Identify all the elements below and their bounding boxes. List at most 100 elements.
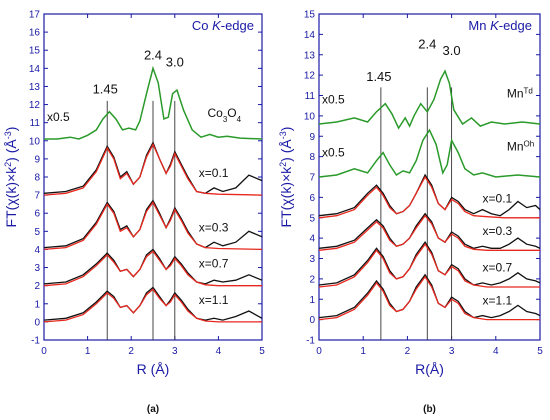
y-tick-label: 3: [34, 263, 40, 274]
panel-title: Co K-edge: [192, 18, 254, 33]
reference-label-part: O: [227, 106, 236, 120]
x-axis-title: R(Å): [415, 361, 444, 377]
y-tick-label: 9: [309, 132, 315, 143]
peak-marker-label: 3.0: [443, 43, 461, 58]
x-tick-label: 3: [449, 346, 455, 357]
y-tick-label: 8: [309, 152, 315, 163]
fit-line: [43, 142, 263, 196]
panel-title-part: -edge: [499, 18, 532, 33]
x-tick-label: 1: [360, 346, 366, 357]
y-tick-label: 2: [309, 274, 315, 285]
series-label: x=0.7: [483, 261, 513, 275]
y-tick-label: 7: [309, 173, 315, 184]
y-tick-label: -1: [306, 336, 315, 347]
reference-label-part: Co: [208, 106, 224, 120]
y-tick-label: 4: [34, 245, 40, 256]
x-tick-label: 2: [405, 346, 411, 357]
reference-label-part: Mn: [507, 140, 524, 154]
x-tick-label: 4: [493, 346, 499, 357]
y-tick-label: 1: [309, 295, 315, 306]
peak-marker-label: 1.45: [93, 82, 118, 97]
x-tick-label: 3: [172, 346, 178, 357]
x-tick-label: 5: [259, 346, 265, 357]
y-axis-title-part: FT(χ(k)×k: [3, 166, 19, 228]
reference-label: Co3O4: [208, 106, 242, 124]
panel-title: Mn K-edge: [468, 18, 532, 33]
series-label: x=0.3: [199, 220, 229, 234]
series-label: x=1.1: [483, 293, 513, 307]
y-axis-title-superscript: -3: [278, 131, 288, 139]
reference-line: [318, 69, 541, 130]
y-tick-label: 16: [29, 28, 41, 39]
panel-title-part: Co: [192, 18, 212, 33]
y-tick-label: 11: [30, 118, 41, 129]
x-tick-label: 2: [128, 346, 134, 357]
peak-marker-label: 1.45: [366, 69, 391, 84]
reference-line: [318, 128, 541, 178]
y-tick-label: 13: [29, 82, 41, 93]
y-tick-label: 1: [34, 299, 40, 310]
reference-label-script: Oh: [524, 139, 535, 148]
y-tick-label: 7: [34, 191, 40, 202]
y-tick-label: -1: [31, 336, 40, 347]
peak-marker-label: 2.4: [418, 37, 436, 52]
y-tick-label: 10: [304, 111, 316, 122]
series-label: x=0.1: [199, 166, 229, 180]
y-tick-label: 5: [309, 213, 315, 224]
series-label: x=1.1: [199, 293, 229, 307]
y-tick-label: 0: [34, 317, 40, 328]
y-tick-label: 14: [29, 64, 41, 75]
y-tick-label: 9: [34, 154, 40, 165]
fit-line: [318, 214, 540, 251]
y-tick-label: 3: [309, 254, 315, 265]
y-tick-label: 15: [29, 46, 41, 57]
reference-label: MnOh: [507, 139, 534, 154]
series-label: x=0.3: [483, 224, 513, 238]
reference-label-part: Mn: [507, 87, 524, 101]
y-tick-label: 0: [309, 315, 315, 326]
experimental-line: [43, 199, 263, 249]
fit-line: [43, 201, 263, 251]
fit-line: [43, 250, 262, 287]
peak-marker-label: 3.0: [166, 55, 184, 70]
x-tick-label: 0: [41, 346, 47, 357]
y-axis-title: FT(χ(k)×k2) (Å-3): [3, 127, 19, 228]
y-axis-title: FT(χ(k)×k2) (Å-3): [278, 127, 294, 228]
x-axis-title: R (Å): [137, 361, 170, 377]
panel-title-part: Mn: [468, 18, 490, 33]
reference-line: [44, 65, 263, 140]
y-axis-title-part: ): [3, 127, 19, 132]
panel-caption: (b): [423, 404, 436, 415]
y-tick-label: 6: [309, 193, 315, 204]
y-axis-title-part: ) (Å: [278, 139, 294, 162]
panel-title-part: -edge: [221, 18, 254, 33]
y-tick-label: 12: [304, 71, 316, 82]
y-tick-label: 5: [34, 227, 40, 238]
panel-caption: (a): [147, 404, 159, 415]
y-tick-label: 6: [34, 209, 40, 220]
y-tick-label: 13: [304, 50, 316, 61]
fit-line: [318, 175, 540, 219]
experimental-line: [43, 286, 263, 321]
reference-label-script: Td: [524, 86, 533, 95]
reference-label-script: 3: [223, 115, 228, 124]
y-axis-title-superscript: 2: [278, 162, 288, 167]
x-tick-label: 5: [537, 346, 543, 357]
y-axis-title-superscript: -3: [3, 131, 13, 139]
panel-title-part: K: [212, 18, 222, 33]
y-axis-title-part: FT(χ(k)×k: [278, 166, 294, 228]
y-axis-title-part: ): [278, 127, 294, 132]
y-tick-label: 14: [304, 30, 316, 41]
y-tick-label: 8: [34, 173, 40, 184]
y-tick-label: 2: [34, 281, 40, 292]
y-axis-title-part: ) (Å: [3, 139, 19, 162]
scale-factor-label: x0.5: [322, 93, 345, 107]
fit-line: [318, 243, 540, 288]
scale-factor-label: x0.5: [47, 110, 70, 124]
fit-line: [318, 275, 540, 321]
y-tick-label: 15: [304, 10, 316, 21]
fit-line: [43, 288, 262, 323]
